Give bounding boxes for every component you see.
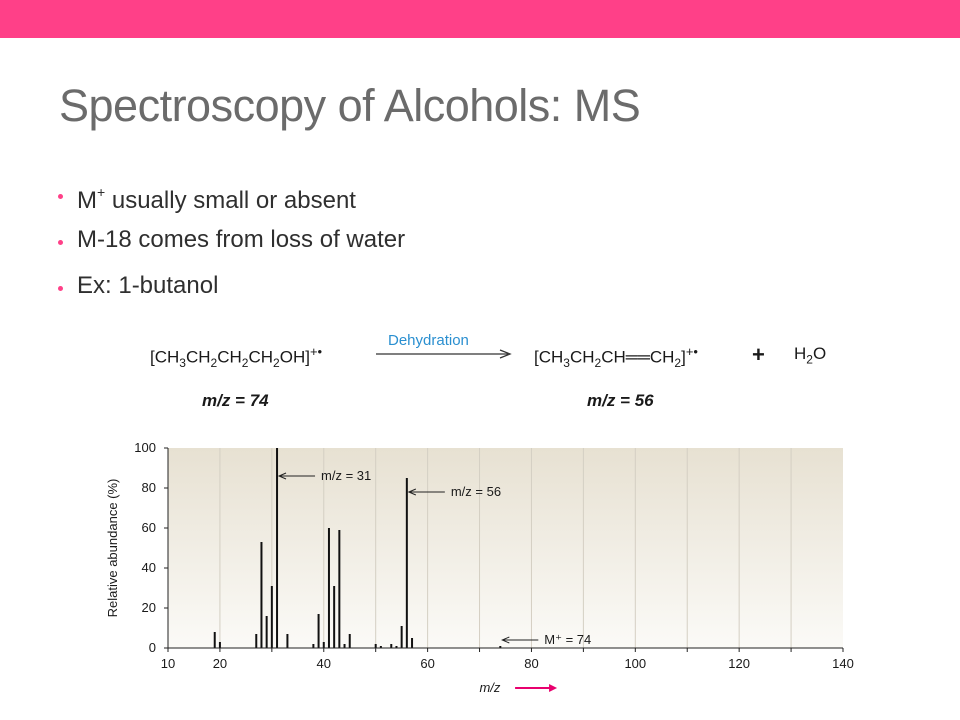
product-formula: [CH3CH2CH══CH2]+• [534,344,698,371]
bullet-dot-icon [58,286,63,291]
reactant-mz-label: m/z = 74 [202,391,269,410]
reaction-equation: [CH3CH2CH2CH2OH]+• Dehydration [CH3CH2CH… [150,324,850,414]
dehydration-label: Dehydration [388,332,469,349]
y-axis-label: Relative abundance (%) [105,479,120,618]
bullet-list: M+ usually small or absent M-18 comes fr… [58,174,405,312]
slide-title: Spectroscopy of Alcohols: MS [59,80,641,131]
plus-sign: + [752,342,765,367]
bullet-item: M+ usually small or absent [58,174,405,220]
annotation-arrowhead [501,636,510,644]
annotation-label: m/z = 31 [321,468,371,483]
bullet-dot-icon [58,194,63,199]
bullet-text: M [77,187,97,214]
x-tick-label: 20 [213,656,227,671]
y-tick-label: 20 [142,600,156,615]
x-tick-label: 140 [832,656,854,671]
axes: 0 20 40 60 80 100 10 20 40 60 80 100 120 140 [134,440,854,671]
annotations: m/z = 31 m/z = 56 M⁺ = 74 [277,468,591,647]
bullet-text: Ex: 1-butanol [77,272,219,299]
bullet-dot-icon [58,240,63,245]
mass-spectrum-chart: 0 20 40 60 80 100 10 20 40 60 80 100 120 140 m/z = 31… [105,440,854,695]
product-mz-label: m/z = 56 [587,391,654,410]
bullet-text-rest: usually small or absent [105,187,356,214]
annotation-arrowhead [407,488,417,496]
annotation-label: M⁺ = 74 [544,632,591,647]
grid-lines [219,448,792,648]
x-tick-label: 100 [624,656,646,671]
x-arrow-head [549,684,558,692]
peaks-group [213,448,502,648]
x-axis-label: m/z [479,680,500,695]
plot-background [168,448,843,648]
bullet-item: M-18 comes from loss of water [58,220,405,266]
y-tick-label: 80 [142,480,156,495]
annotation-arrowhead [277,472,287,480]
y-tick-label: 40 [142,560,156,575]
y-tick-label: 0 [149,640,156,655]
y-tick-label: 60 [142,520,156,535]
x-tick-label: 40 [317,656,331,671]
reaction-arrow-icon [376,349,512,359]
accent-bar [0,0,960,38]
x-tick-label: 60 [420,656,434,671]
bullet-text: M-18 comes from loss of water [77,226,406,253]
bullet-superscript: + [97,184,106,200]
x-axis-arrow-icon [515,684,558,692]
x-tick-label: 120 [728,656,750,671]
water-formula: H2O [794,344,827,367]
reactant-formula: [CH3CH2CH2CH2OH]+• [150,344,323,371]
bullet-item: Ex: 1-butanol [58,266,405,312]
annotation-label: m/z = 56 [451,484,501,499]
x-tick-label: 80 [524,656,538,671]
y-tick-label: 100 [134,440,156,455]
x-tick-label: 10 [161,656,175,671]
